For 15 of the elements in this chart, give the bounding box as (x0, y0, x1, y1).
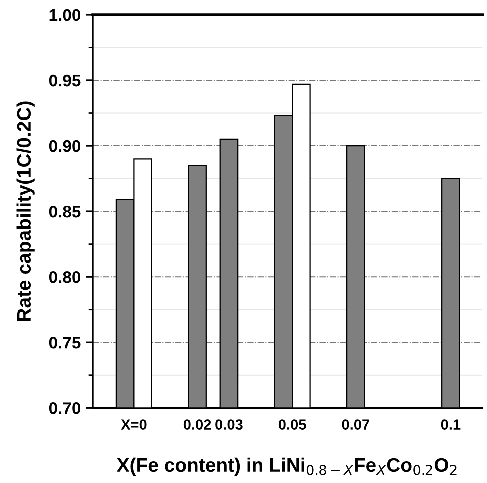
y-tick-label: 0.70 (49, 402, 81, 414)
y-tick-label: 1.00 (50, 9, 81, 22)
y-axis-title: Rate capability(1C/0.2C) (16, 102, 35, 322)
x-tick-label: X=0 (121, 420, 147, 430)
y-tick-label: 0.80 (49, 271, 81, 284)
y-tick-label: 0.90 (49, 140, 81, 152)
x-tick-label: 0.07 (342, 420, 370, 430)
y-tick-label: 0.95 (49, 74, 81, 87)
x-tick-label: 0.05 (278, 420, 306, 430)
x-axis-title: X(Fe content) in LiNi$_{0.8−X}$Fe$_{X}$Co$_{0.2}$O$_{2}$ (116, 458, 457, 476)
y-tick-label: 0.85 (49, 206, 81, 218)
x-tick-label: 0.03 (216, 420, 243, 430)
y-tick-label: 0.75 (49, 337, 81, 349)
x-tick-label: 0.1 (441, 420, 461, 430)
x-tick-label: 0.02 (184, 420, 212, 430)
